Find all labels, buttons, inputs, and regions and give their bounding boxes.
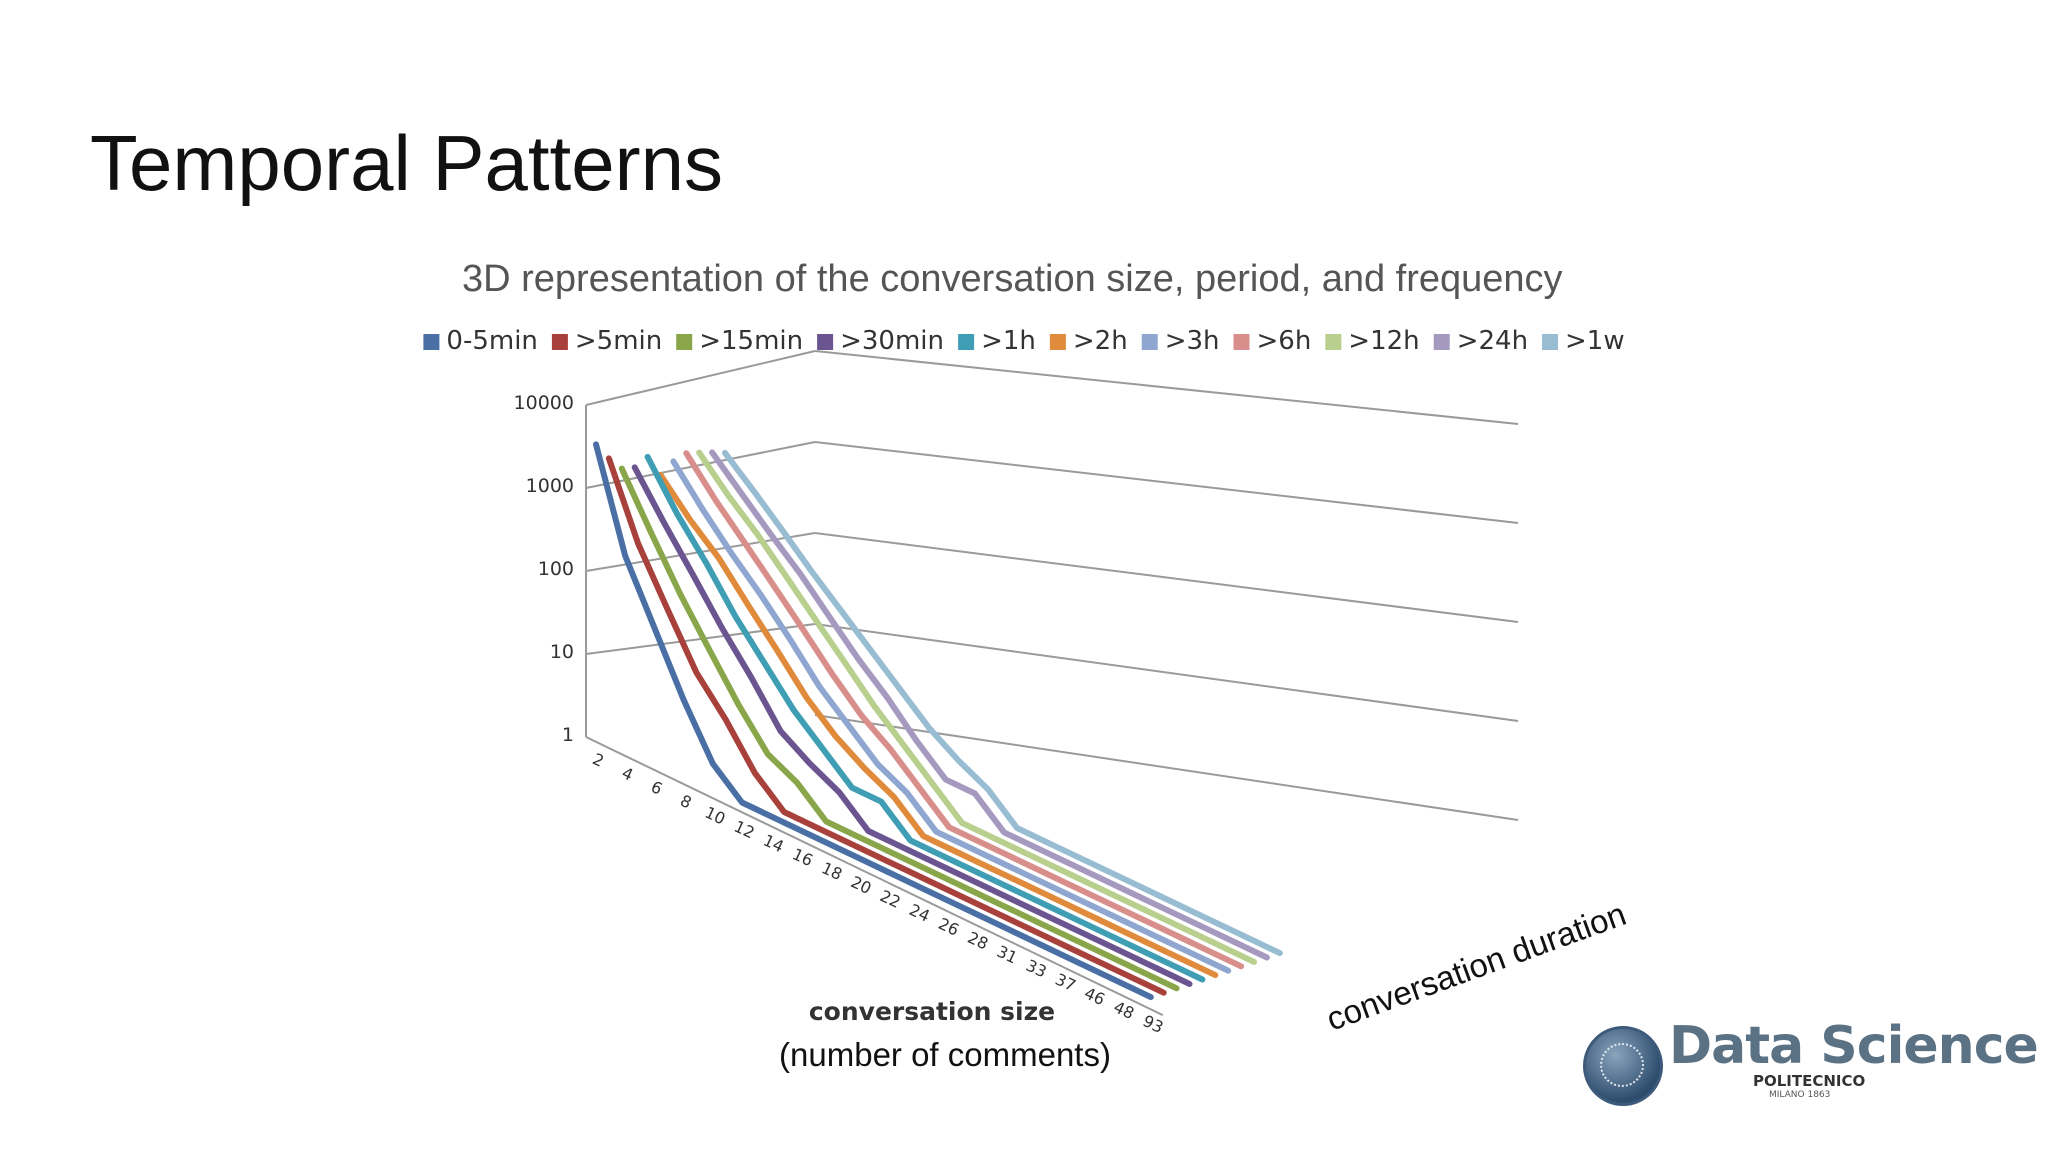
legend-swatch	[1049, 334, 1066, 350]
legend-label: >24h	[1457, 326, 1528, 356]
legend-label: 0-5min	[446, 326, 538, 356]
chart-title: 3D representation of the conversation si…	[462, 258, 1563, 300]
gridline-back-wall	[814, 441, 1519, 524]
logo-line1: POLITECNICO	[1753, 1072, 1866, 1090]
series-line	[644, 453, 1206, 983]
legend-label: >5min	[575, 326, 662, 356]
legend-label: >15min	[699, 326, 803, 356]
gridline-back-wall	[814, 623, 1519, 722]
legend-label: >3h	[1165, 326, 1220, 356]
legend-label: >1w	[1565, 326, 1625, 356]
legend-swatch	[1141, 334, 1158, 350]
y-tick-label: 10000	[514, 392, 574, 414]
x-axis-sublabel: (number of comments)	[779, 1036, 1111, 1073]
x-axis-label: conversation size	[809, 997, 1055, 1026]
gridline-back-wall	[814, 532, 1519, 623]
x-tick-label: 4	[619, 763, 636, 785]
series-line	[722, 449, 1283, 957]
legend-swatch	[551, 334, 568, 350]
y-axis-ticks: 10000 1000 100 10 1	[514, 392, 574, 746]
x-tick-label: 18	[819, 858, 845, 884]
legend-item: >2h	[1049, 326, 1128, 356]
legend-item: >12h	[1325, 326, 1420, 356]
x-tick-label: 10	[702, 803, 728, 829]
x-tick-label: 28	[965, 928, 991, 954]
x-tick-label: 8	[677, 791, 694, 813]
x-tick-label: 14	[760, 831, 786, 857]
y-tick-label: 100	[538, 558, 574, 580]
series-line	[631, 464, 1193, 987]
gridline-back-wall	[814, 350, 1519, 425]
series-line	[709, 449, 1270, 961]
series-line	[670, 458, 1232, 974]
series-line	[657, 471, 1219, 979]
legend-item: >24h	[1433, 326, 1528, 356]
series-line	[605, 455, 1167, 996]
x-tick-label: 20	[848, 872, 874, 898]
y-tick-label: 1000	[526, 475, 574, 497]
y-tick-label: 1	[562, 724, 574, 746]
legend-swatch	[1433, 334, 1450, 350]
chart-series	[593, 441, 1283, 1001]
legend-swatch	[1325, 334, 1342, 350]
logo-line2: MILANO 1863	[1769, 1090, 1831, 1100]
legend-swatch	[958, 334, 975, 350]
chart-legend: 0-5min >5min >15min >30min >1h >2h >3h >6h >12h >…	[423, 326, 1625, 356]
legend-item: >1w	[1542, 326, 1625, 356]
legend-item: >15min	[676, 326, 803, 356]
x-tick-label: 16	[789, 844, 815, 870]
legend-item: >30min	[817, 326, 944, 356]
legend-label: >1h	[981, 326, 1036, 356]
legend-label: >12h	[1348, 326, 1419, 356]
legend-item: 0-5min	[423, 326, 538, 356]
series-line	[593, 441, 1154, 1001]
legend-item: >5min	[551, 326, 662, 356]
x-tick-label: 12	[731, 817, 757, 843]
legend-label: >2h	[1073, 326, 1128, 356]
legend-swatch	[676, 334, 693, 350]
politecnico-seal-icon	[1583, 1026, 1663, 1106]
legend-item: >1h	[958, 326, 1036, 356]
x-tick-label: 6	[648, 777, 665, 799]
x-tick-label: 22	[877, 886, 903, 912]
legend-label: >6h	[1257, 326, 1312, 356]
slide-title: Temporal Patterns	[90, 119, 723, 207]
legend-swatch	[1542, 334, 1558, 350]
series-line	[683, 450, 1245, 970]
series-line	[618, 465, 1180, 992]
x-axis-line	[585, 736, 1164, 1017]
y-tick-label: 10	[550, 641, 574, 663]
x-tick-label: 24	[906, 900, 932, 926]
legend-swatch	[423, 334, 440, 350]
legend-swatch	[1233, 334, 1250, 350]
x-tick-label: 2	[590, 749, 607, 771]
legend-item: >6h	[1233, 326, 1312, 356]
logo-name: Data Science	[1669, 1016, 2039, 1076]
legend-swatch	[817, 334, 834, 350]
legend-item: >3h	[1141, 326, 1220, 356]
series-line	[696, 449, 1257, 965]
gridline-left-wall	[585, 350, 816, 406]
legend-label: >30min	[840, 326, 944, 356]
data-science-logo: Data Science POLITECNICO MILANO 1863	[1583, 1016, 2039, 1130]
z-axis-label: conversation duration	[1321, 895, 1630, 1038]
x-tick-label: 26	[935, 914, 961, 940]
